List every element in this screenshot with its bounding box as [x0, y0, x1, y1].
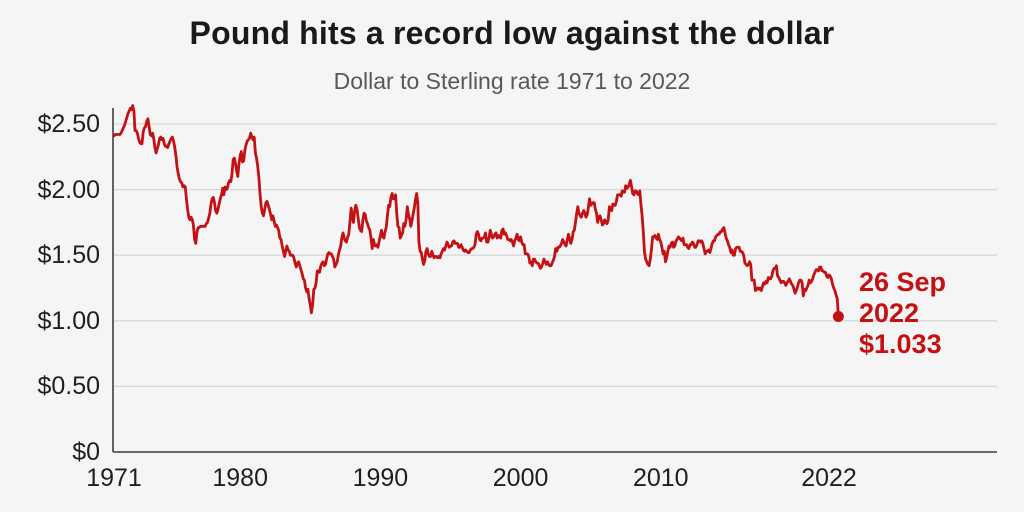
endpoint-annotation-date-line2: 2022	[859, 298, 920, 328]
endpoint-annotation: 26 Sep 2022 $1.033	[859, 267, 946, 360]
y-tick-label: $2.50	[37, 110, 100, 138]
x-tick-label: 1990	[352, 464, 409, 492]
y-tick-label: $2.00	[37, 175, 100, 204]
endpoint-annotation-value: $1.033	[859, 329, 942, 359]
x-tick-label: 1980	[212, 464, 268, 492]
endpoint-annotation-date-line1: 26 Sep	[859, 267, 947, 297]
x-tick-label: 2000	[492, 464, 549, 492]
chart-title: Pound hits a record low against the doll…	[189, 15, 835, 51]
chart-subtitle: Dollar to Sterling rate 1971 to 2022	[333, 68, 691, 94]
y-tick-label: $1.50	[37, 241, 100, 270]
y-tick-label: $0.50	[37, 372, 100, 401]
y-tick-label: $0	[72, 438, 100, 466]
y-tick-label: $1.00	[37, 306, 100, 335]
x-tick-label: 2022	[801, 464, 857, 492]
endpoint-dot	[832, 311, 844, 322]
rate-line	[112, 104, 840, 318]
x-tick-label: 2010	[632, 464, 689, 492]
x-tick-label: 1971	[86, 464, 142, 492]
